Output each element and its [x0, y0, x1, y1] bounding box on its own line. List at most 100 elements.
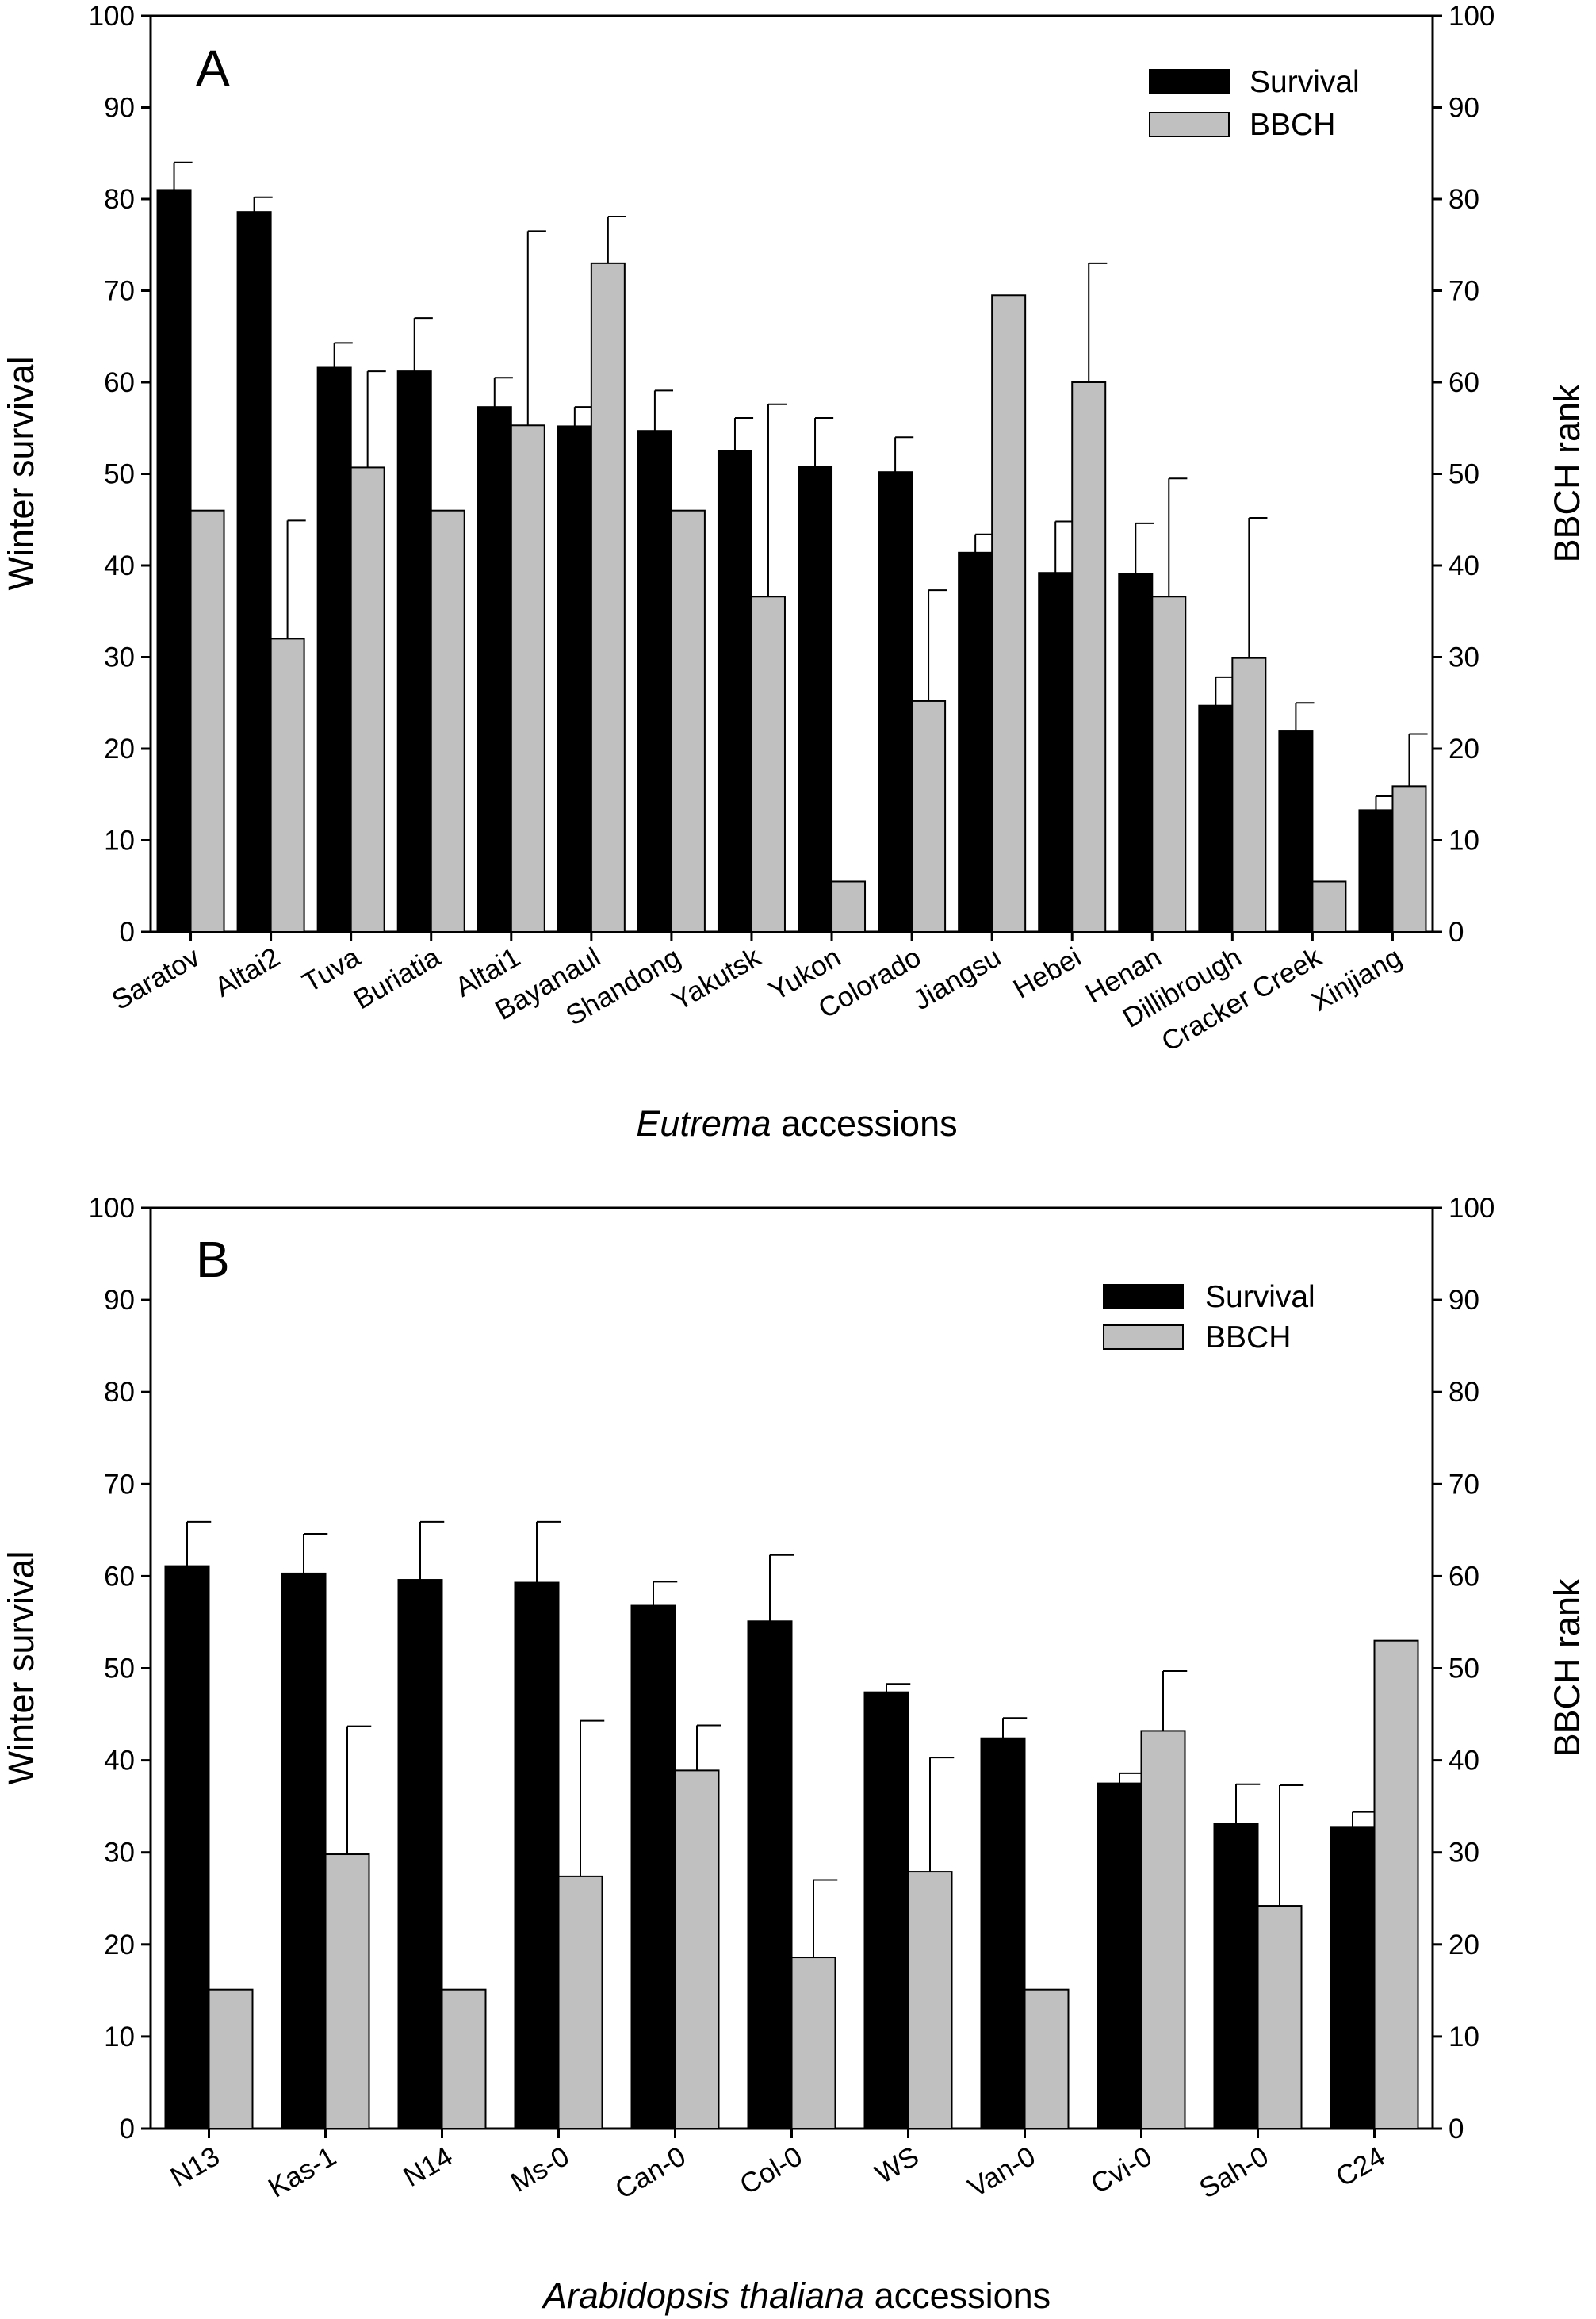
panel-letter: B [196, 1231, 230, 1288]
bar-bbch-saratov [189, 509, 225, 933]
bar-survival-kas-1 [281, 1572, 327, 2129]
y-tick-label: 100 [89, 1193, 135, 1224]
x-category-label: Buriatia [348, 941, 446, 1015]
y-tick-label: 40 [104, 1746, 135, 1777]
y2-tick-label: 10 [1449, 2022, 1479, 2053]
bar-bbch-cvi-0 [1140, 1730, 1186, 2129]
bar-survival-bayanaul [557, 425, 592, 933]
y-tick-label: 60 [104, 1561, 135, 1592]
bar-survival-yukon [798, 466, 833, 933]
x-category-label: Ms-0 [506, 2141, 575, 2198]
bar-survival-col-0 [747, 1620, 793, 2129]
y-tick-label: 0 [120, 917, 135, 948]
y2-tick-label: 10 [1449, 826, 1479, 857]
bar-survival-ms-0 [514, 1581, 560, 2129]
x-category-label: C24 [1330, 2141, 1390, 2193]
bar-survival-cracker-creek [1278, 730, 1314, 933]
y2-tick-label: 80 [1449, 1377, 1479, 1408]
y2-tick-label: 100 [1449, 1, 1495, 32]
category-labels: N13 Kas-1 N14 Ms-0 Can-0 Col-0 WS Van-0 Cvi-0 Sah… [165, 2129, 1391, 2206]
right-y-axis: 0 10 20 30 40 50 60 70 80 90 100 [1433, 1, 1495, 948]
bar-survival-yakutsk [717, 450, 752, 933]
x-category-label: Van-0 [963, 2141, 1040, 2203]
legend-swatch-survival [1149, 69, 1230, 94]
bar-bbch-altai1 [510, 424, 545, 933]
y-tick-label: 60 [104, 367, 135, 398]
bar-survival-cvi-0 [1097, 1782, 1142, 2129]
bar-bbch-shandong [670, 509, 706, 933]
y-tick-label: 0 [120, 2114, 135, 2145]
y2-tick-label: 60 [1449, 367, 1479, 398]
bar-bbch-dillibrough [1231, 657, 1267, 933]
panel-a: 0 10 20 30 40 50 60 70 80 90 100 0 10 20 30 40 50 60 70 80… [1, 1, 1587, 1144]
bar-survival-henan [1118, 573, 1154, 933]
legend-label-survival: Survival [1205, 1280, 1315, 1314]
x-category-label: Altai2 [209, 941, 285, 1003]
y-tick-label: 20 [104, 734, 135, 765]
y-tick-label: 20 [104, 1930, 135, 1961]
x-category-label: WS [870, 2141, 924, 2190]
y2-tick-label: 50 [1449, 1654, 1479, 1685]
y-tick-label: 90 [104, 1285, 135, 1316]
y-tick-label: 50 [104, 1654, 135, 1685]
y2-tick-label: 0 [1449, 2114, 1464, 2145]
bar-bbch-cracker-creek [1311, 880, 1347, 933]
x-category-label: Saratov [107, 941, 205, 1016]
y2-tick-label: 50 [1449, 459, 1479, 490]
bar-survival-jiangsu [958, 551, 993, 933]
y-tick-label: 70 [104, 1469, 135, 1500]
legend-swatch-survival [1103, 1284, 1184, 1309]
bar-survival-ws [863, 1691, 909, 2130]
x-axis-title: Eutrema accessions [636, 1103, 957, 1144]
y-tick-label: 70 [104, 276, 135, 307]
bar-bbch-hebei [1071, 381, 1107, 933]
bar-survival-can-0 [630, 1604, 676, 2129]
x-category-label: N14 [398, 2141, 457, 2193]
bar-bbch-henan [1151, 596, 1187, 933]
y-tick-label: 10 [104, 2022, 135, 2053]
x-category-label: Can-0 [610, 2141, 691, 2205]
bar-bbch-ws [907, 1871, 953, 2130]
y-tick-label: 90 [104, 93, 135, 124]
bar-bbch-altai2 [270, 638, 305, 933]
bar-bbch-xinjiang [1391, 785, 1427, 933]
x-axis-title: Arabidopsis thaliana accessions [541, 2275, 1051, 2316]
x-category-label: Xinjiang [1306, 941, 1407, 1018]
bar-bbch-buriatia [430, 509, 465, 933]
y-axis-title-right: BBCH rank [1547, 1578, 1587, 1757]
y-tick-label: 80 [104, 1377, 135, 1408]
bar-bbch-colorado [911, 700, 947, 933]
bar-bbch-tuva [350, 466, 385, 933]
y2-tick-label: 70 [1449, 276, 1479, 307]
bar-bbch-c24 [1373, 1639, 1419, 2129]
bar-survival-van-0 [980, 1737, 1026, 2130]
bar-bbch-van-0 [1024, 1988, 1070, 2129]
panel-b: 0 10 20 30 40 50 60 70 80 90 100 0 10 20 30 40 50 60 70 80… [1, 1193, 1587, 2316]
x-category-label: Sah-0 [1194, 2141, 1273, 2204]
legend: Survival BBCH [1149, 65, 1360, 142]
x-category-label: Hebei [1009, 941, 1087, 1005]
y-axis-title-right: BBCH rank [1547, 384, 1587, 563]
x-category-label: Yakutsk [667, 941, 767, 1017]
y2-tick-label: 0 [1449, 917, 1464, 948]
y-tick-label: 30 [104, 1838, 135, 1869]
y2-tick-label: 70 [1449, 1469, 1479, 1500]
bar-bbch-ms-0 [557, 1875, 603, 2129]
bar-survival-hebei [1038, 572, 1074, 933]
bar-survival-sah-0 [1213, 1823, 1259, 2129]
bar-bbch-bayanaul [590, 262, 626, 933]
bar-survival-tuva [316, 366, 352, 933]
x-category-label: N13 [165, 2141, 224, 2193]
bar-bbch-can-0 [674, 1769, 720, 2130]
bar-survival-altai2 [236, 211, 272, 933]
bar-survival-shandong [637, 430, 672, 933]
y2-tick-label: 60 [1449, 1561, 1479, 1592]
y-tick-label: 50 [104, 459, 135, 490]
bar-survival-n13 [164, 1565, 210, 2129]
y-tick-label: 80 [104, 184, 135, 215]
x-category-label: Col-0 [735, 2141, 808, 2201]
y-axis-title-left: Winter survival [1, 1550, 41, 1784]
bar-bbch-n13 [208, 1988, 254, 2129]
